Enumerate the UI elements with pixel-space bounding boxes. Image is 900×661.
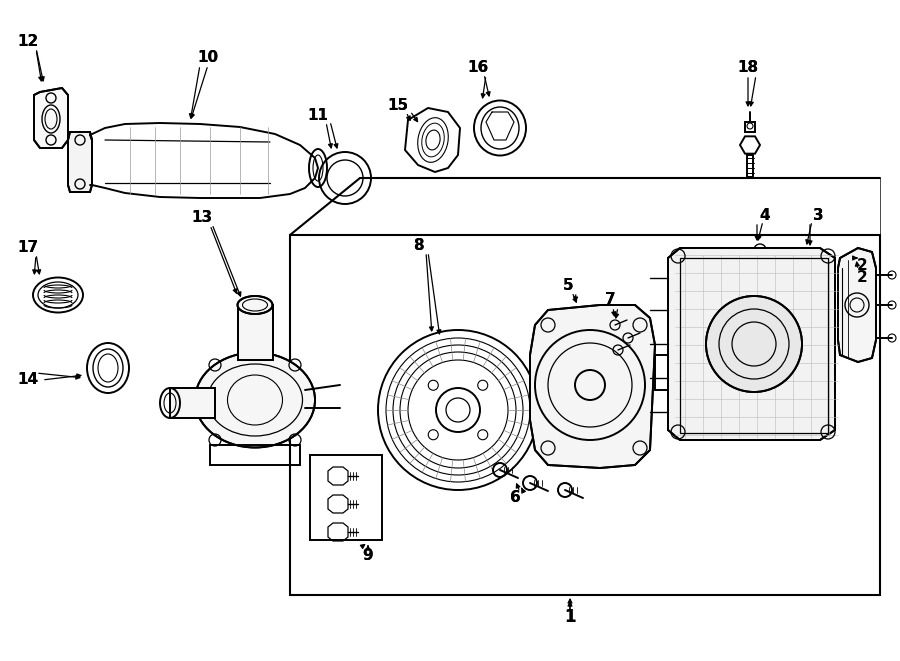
- Text: 6: 6: [509, 490, 520, 506]
- Text: 16: 16: [467, 61, 489, 75]
- Bar: [238, 305, 273, 360]
- Polygon shape: [34, 88, 68, 148]
- Bar: [747, 155, 753, 177]
- Text: 11: 11: [308, 108, 328, 122]
- Text: 5: 5: [562, 278, 573, 293]
- Text: 14: 14: [17, 373, 39, 387]
- Text: 1: 1: [564, 608, 576, 626]
- Text: 13: 13: [192, 210, 212, 225]
- Ellipse shape: [238, 296, 273, 314]
- Text: 18: 18: [737, 61, 759, 75]
- Text: 9: 9: [363, 547, 374, 563]
- Text: 6: 6: [509, 490, 520, 506]
- Text: 9: 9: [363, 547, 374, 563]
- Text: 11: 11: [308, 108, 328, 122]
- Bar: [680, 258, 828, 433]
- Circle shape: [706, 296, 802, 392]
- Bar: [210, 445, 300, 465]
- Text: 10: 10: [197, 50, 219, 65]
- Text: 12: 12: [17, 34, 39, 50]
- Text: 14: 14: [17, 373, 39, 387]
- Text: 3: 3: [813, 208, 824, 223]
- Text: 15: 15: [387, 98, 409, 112]
- Bar: [290, 235, 880, 595]
- Bar: [745, 122, 755, 132]
- Text: 2: 2: [857, 270, 868, 286]
- Text: 17: 17: [17, 241, 39, 256]
- Text: 3: 3: [813, 208, 824, 223]
- Text: 18: 18: [737, 61, 759, 75]
- Text: 15: 15: [387, 98, 409, 112]
- Polygon shape: [668, 248, 835, 440]
- Bar: [655, 355, 685, 390]
- Bar: [170, 388, 215, 418]
- Text: 4: 4: [760, 208, 770, 223]
- Text: 1: 1: [564, 608, 576, 626]
- Text: 8: 8: [413, 237, 423, 253]
- Polygon shape: [530, 305, 655, 468]
- Bar: [310, 455, 382, 540]
- Polygon shape: [838, 248, 876, 362]
- Text: 13: 13: [192, 210, 212, 225]
- Text: 17: 17: [17, 241, 39, 256]
- Polygon shape: [68, 132, 92, 192]
- Text: 16: 16: [467, 61, 489, 75]
- Text: 12: 12: [17, 34, 39, 50]
- Text: 2: 2: [857, 258, 868, 272]
- Text: 8: 8: [413, 237, 423, 253]
- Bar: [170, 388, 215, 418]
- Bar: [238, 305, 273, 360]
- Text: 5: 5: [562, 278, 573, 293]
- Text: 4: 4: [760, 208, 770, 223]
- Text: 7: 7: [605, 293, 616, 307]
- Text: 7: 7: [605, 293, 616, 307]
- Ellipse shape: [195, 352, 315, 447]
- Text: 10: 10: [197, 50, 219, 65]
